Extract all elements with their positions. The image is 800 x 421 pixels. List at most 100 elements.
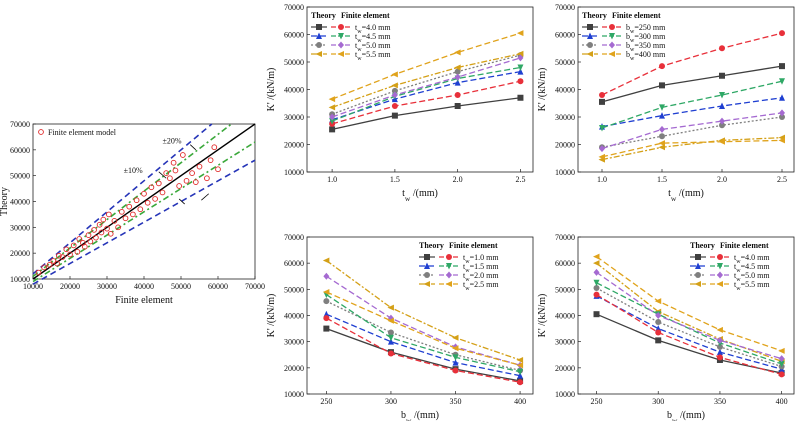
- y-tick-label: 40000: [284, 312, 304, 321]
- y-tick-label: 30000: [284, 338, 304, 347]
- data-point: [215, 166, 221, 173]
- x-tick-label: 30000: [97, 282, 117, 291]
- x-tick-label: 10000: [23, 282, 43, 291]
- theory-point: [655, 337, 662, 344]
- x-tick-label: 70000: [245, 282, 265, 291]
- fe-point: [328, 96, 336, 103]
- plot-frame: [306, 236, 534, 395]
- y-tick-label: 10000: [284, 390, 304, 399]
- fe-point: [329, 113, 336, 121]
- legend-fe-marker: [338, 41, 344, 49]
- data-point: [100, 216, 107, 223]
- fe-point: [454, 73, 461, 81]
- y-tick-label: 40000: [284, 86, 304, 95]
- legend-theory-marker: [424, 262, 430, 269]
- fe-point: [716, 336, 723, 344]
- fe-point: [719, 45, 725, 52]
- fe-point: [779, 30, 785, 37]
- legend-theory-marker: [316, 42, 322, 48]
- legend-label: tw=5.5 mm: [355, 50, 391, 62]
- theory-point: [517, 372, 524, 379]
- legend-theory-marker: [315, 51, 322, 57]
- x-tick-label: 2.0: [453, 175, 463, 184]
- data-point: [144, 199, 151, 206]
- legend-theory-marker: [587, 24, 593, 30]
- data-point: [141, 190, 147, 197]
- legend-label: tw=4.0 mm: [734, 253, 770, 265]
- chart-panel-c: 10000 20000 30000 40000 50000 60000 70000 1.0 1.…: [537, 3, 795, 203]
- data-point: [189, 170, 195, 176]
- legend-marker: [38, 129, 44, 135]
- data-point: [211, 144, 218, 151]
- theory-point: [454, 79, 461, 86]
- legend-theory-marker: [695, 262, 701, 269]
- y-tick-label: 20000: [555, 364, 575, 373]
- fe-point: [659, 125, 665, 133]
- data-point: [126, 203, 133, 210]
- fe-point: [655, 312, 662, 319]
- y-tick-label: 30000: [10, 223, 30, 232]
- legend-fe-marker: [717, 254, 723, 260]
- data-point: [180, 152, 186, 158]
- y-axis-label: K' /(kN/m): [266, 68, 277, 112]
- fe-point: [778, 347, 785, 354]
- theory-point: [516, 50, 524, 57]
- theory-point: [779, 94, 785, 101]
- theory-point: [322, 257, 330, 264]
- fe-line: [601, 139, 783, 158]
- fe-point: [659, 104, 665, 111]
- lower-20-percent-line: [32, 159, 256, 285]
- fe-point: [391, 71, 398, 78]
- legend-title-theory: Theory: [419, 241, 444, 250]
- legend-theory-marker: [587, 32, 593, 39]
- data-point: [56, 252, 62, 259]
- y-tick-label: 60000: [284, 259, 304, 268]
- x-tick-label: 1.0: [597, 175, 607, 184]
- data-point: [196, 163, 203, 170]
- legend-title-fe: Finite element: [449, 241, 498, 250]
- fe-line: [601, 80, 783, 129]
- theory-line: [601, 116, 783, 148]
- data-point: [76, 236, 83, 242]
- data-point: [107, 230, 114, 237]
- legend-label: bw=400 mm: [626, 50, 666, 62]
- legend-title-fe: Finite element: [612, 11, 661, 20]
- theory-point: [454, 103, 461, 109]
- fe-point: [779, 78, 785, 85]
- legend-label: Finite element model: [48, 128, 117, 137]
- fe-point: [323, 272, 330, 280]
- legend-label: bw=250 mm: [626, 23, 666, 35]
- theory-point: [391, 82, 398, 89]
- legend-fe-marker: [446, 271, 452, 279]
- legend-theory-marker: [423, 281, 430, 287]
- annotation-20-percent: ±20%: [163, 136, 182, 145]
- fe-point: [516, 30, 524, 37]
- fe-point: [593, 253, 600, 260]
- legend-theory-marker: [316, 32, 322, 39]
- data-point: [133, 197, 140, 204]
- theory-line: [596, 287, 782, 368]
- theory-line: [331, 70, 521, 121]
- legend-fe-marker: [608, 51, 615, 57]
- fe-point: [778, 355, 785, 363]
- theory-line: [596, 295, 782, 370]
- theory-line: [326, 313, 521, 377]
- data-point: [98, 229, 105, 236]
- fe-line: [331, 66, 521, 122]
- legend-theory-marker: [424, 254, 430, 260]
- fe-point: [778, 360, 785, 368]
- fe-point: [323, 315, 330, 322]
- data-point: [104, 225, 110, 232]
- fe-point: [718, 138, 725, 145]
- y-axis-label: K' /(kN/m): [537, 68, 548, 112]
- fe-point: [593, 291, 600, 298]
- fe-point: [517, 379, 524, 386]
- x-tick-label: 1.5: [390, 175, 400, 184]
- theory-line: [325, 260, 521, 361]
- legend-title-theory: Theory: [690, 241, 715, 250]
- theory-point: [716, 348, 723, 356]
- data-point: [152, 196, 158, 202]
- y-axis-label: K' /(kN/m): [266, 294, 277, 338]
- x-tick-label: 300: [652, 397, 664, 406]
